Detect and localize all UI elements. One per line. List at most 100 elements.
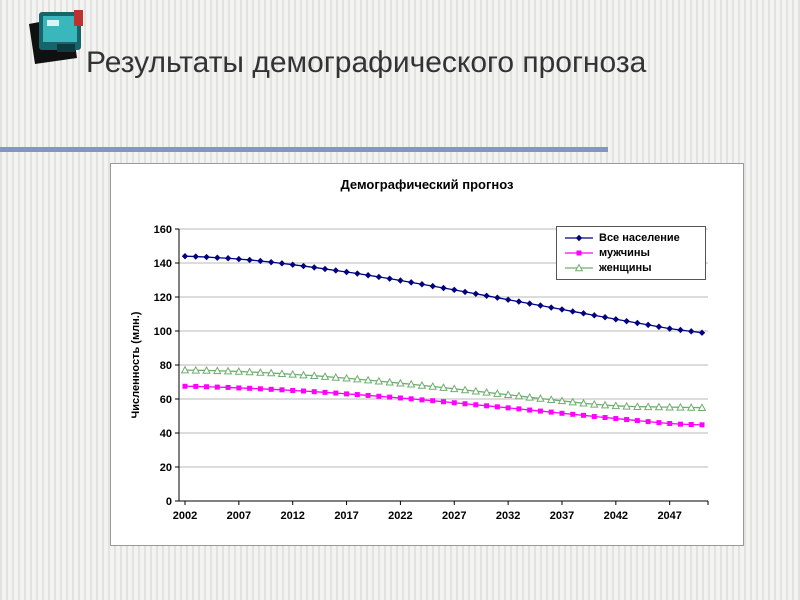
marker-diamond-icon	[483, 292, 490, 300]
marker-triangle-icon	[406, 379, 416, 388]
marker-diamond-icon	[203, 253, 210, 261]
marker-diamond-icon	[623, 317, 630, 325]
marker-triangle-icon	[428, 381, 437, 390]
marker-diamond-icon	[644, 321, 652, 329]
title-divider	[0, 147, 608, 152]
marker-triangle-icon	[643, 402, 653, 411]
marker-triangle-icon	[460, 385, 470, 394]
marker-diamond-icon	[451, 286, 458, 294]
marker-triangle-icon	[396, 378, 405, 387]
x-tick-label: 2002	[173, 510, 197, 522]
marker-diamond-icon	[257, 257, 264, 265]
marker-diamond-icon	[558, 306, 566, 313]
legend-label: мужчины	[599, 247, 650, 259]
x-tick-label: 2007	[227, 510, 251, 522]
x-tick-label: 2017	[334, 510, 358, 522]
legend-item: женщины	[564, 262, 698, 274]
marker-triangle-icon	[600, 400, 610, 409]
marker-square-icon	[613, 416, 619, 422]
marker-square-icon	[225, 384, 231, 390]
marker-diamond-icon	[666, 325, 673, 332]
marker-triangle-icon	[482, 387, 491, 396]
marker-triangle-icon	[342, 373, 351, 382]
y-axis-title: Численность (млн.)	[130, 311, 142, 418]
marker-square-icon	[548, 409, 554, 415]
marker-triangle-icon	[353, 374, 362, 383]
chart-card: Демографический прогноз 0 20 40 60 80 100 120 1…	[110, 163, 744, 546]
marker-square-icon	[677, 421, 683, 427]
marker-diamond-icon	[537, 302, 544, 309]
marker-diamond-icon	[677, 326, 684, 334]
marker-diamond-icon	[343, 268, 350, 276]
marker-triangle-icon	[202, 366, 211, 374]
marker-triangle-icon	[191, 365, 201, 374]
x-tick-label: 2022	[388, 510, 412, 522]
marker-diamond-icon	[354, 270, 361, 277]
legend-item: Все население	[564, 232, 698, 244]
marker-triangle-icon	[493, 389, 502, 397]
x-tick-label: 2037	[550, 510, 574, 522]
marker-square-icon	[387, 394, 393, 400]
y-tick-label: 0	[166, 496, 172, 508]
marker-diamond-icon	[494, 294, 501, 301]
marker-triangle-icon	[256, 368, 265, 376]
marker-square-icon	[591, 414, 597, 420]
marker-square-icon	[559, 410, 565, 416]
marker-triangle-icon	[180, 365, 190, 374]
marker-triangle-icon	[234, 367, 244, 375]
marker-diamond-icon	[591, 312, 598, 319]
marker-diamond-icon	[580, 310, 587, 317]
y-tick-label: 120	[154, 292, 172, 304]
marker-diamond-icon	[192, 253, 199, 260]
marker-square-icon	[268, 386, 274, 392]
marker-diamond-icon	[214, 254, 221, 261]
marker-triangle-icon	[223, 366, 233, 375]
legend-label: Все население	[599, 232, 680, 244]
marker-triangle-icon	[450, 384, 459, 393]
marker-triangle-icon	[245, 367, 254, 376]
y-tick-label: 20	[160, 462, 172, 474]
legend-label: женщины	[599, 262, 652, 274]
legend-symbol-icon	[565, 250, 593, 256]
marker-square-icon	[624, 417, 630, 423]
marker-square-icon	[344, 391, 350, 397]
marker-square-icon	[397, 395, 403, 401]
marker-square-icon	[656, 420, 662, 426]
marker-diamond-icon	[472, 290, 480, 297]
marker-square-icon	[645, 419, 651, 425]
marker-triangle-icon	[654, 402, 664, 411]
marker-square-icon	[462, 401, 468, 407]
marker-square-icon	[419, 397, 425, 403]
x-tick-label: 2047	[657, 510, 681, 522]
marker-square-icon	[494, 404, 500, 410]
marker-diamond-icon	[246, 256, 253, 264]
marker-diamond-icon	[698, 329, 706, 336]
marker-square-icon	[257, 386, 263, 392]
x-tick-label: 2012	[280, 510, 304, 522]
marker-diamond-icon	[429, 282, 436, 290]
marker-square-icon	[279, 387, 285, 393]
marker-triangle-icon	[277, 369, 287, 377]
marker-diamond-icon	[655, 323, 663, 330]
marker-triangle-icon	[299, 370, 308, 379]
marker-diamond-icon	[386, 275, 393, 282]
marker-diamond-icon	[364, 272, 372, 279]
marker-triangle-icon	[579, 398, 588, 407]
marker-diamond-icon	[181, 253, 189, 260]
marker-diamond-icon	[601, 314, 609, 321]
chart-legend: Все население мужчины женщины	[556, 226, 706, 280]
marker-square-icon	[193, 383, 199, 389]
marker-square-icon	[581, 412, 587, 418]
slide-logo-icon	[27, 8, 93, 68]
marker-diamond-icon	[548, 304, 555, 311]
marker-diamond-icon	[575, 234, 583, 242]
marker-triangle-icon	[288, 369, 297, 378]
marker-triangle-icon	[266, 368, 276, 377]
marker-square-icon	[247, 385, 253, 391]
marker-square-icon	[699, 422, 705, 428]
marker-triangle-icon	[697, 403, 707, 411]
marker-diamond-icon	[289, 261, 296, 268]
marker-diamond-icon	[278, 260, 286, 267]
marker-square-icon	[376, 393, 382, 399]
marker-triangle-icon	[514, 391, 524, 400]
